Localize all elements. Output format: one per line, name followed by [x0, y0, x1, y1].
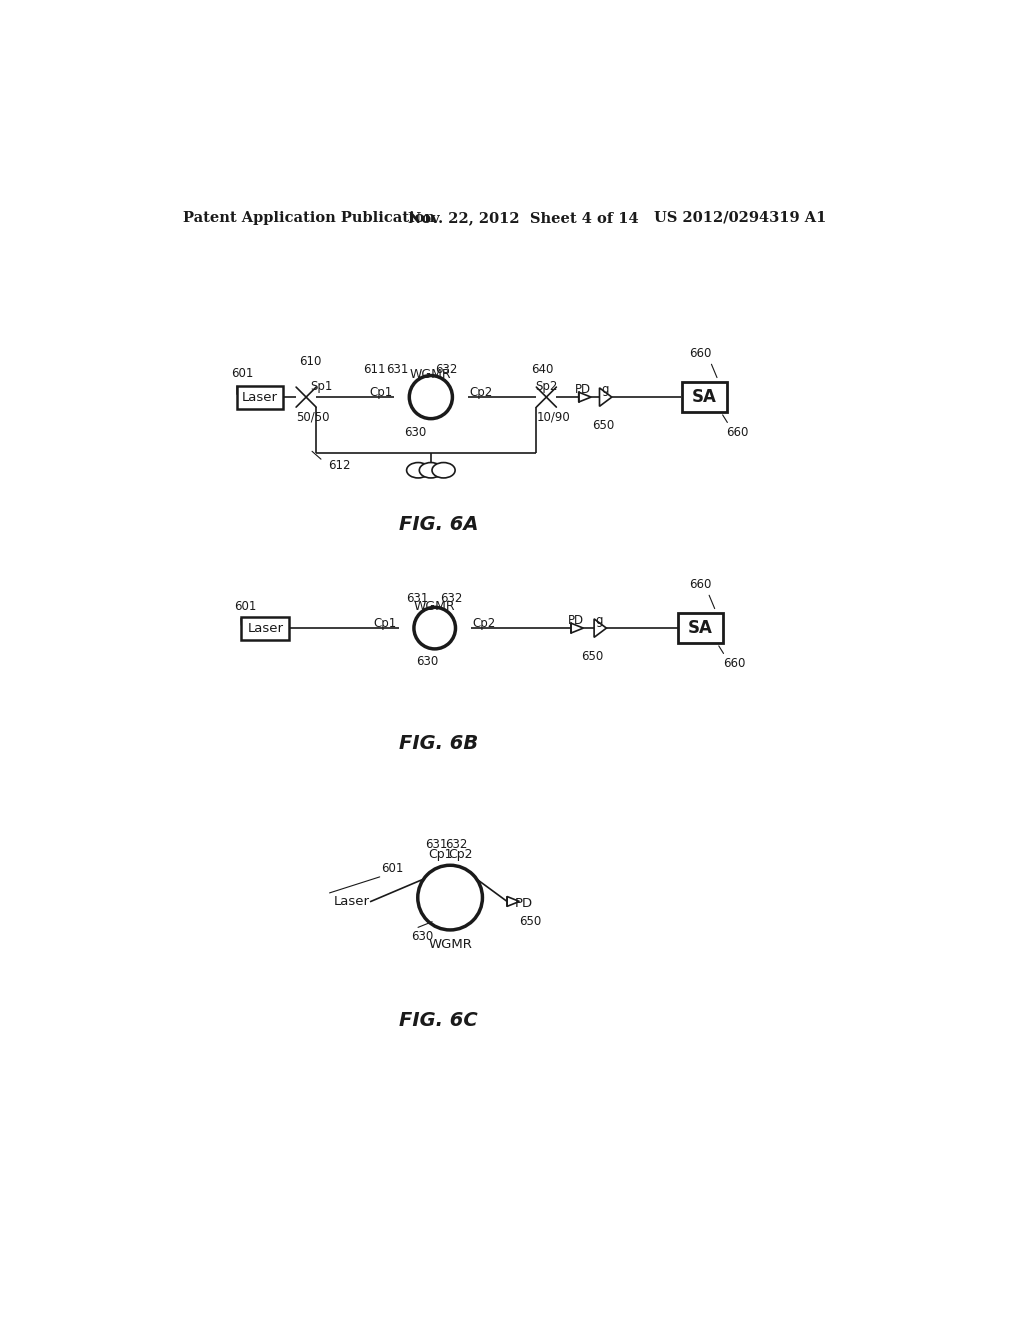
Text: 612: 612: [328, 459, 350, 473]
Bar: [678, 614, 723, 643]
Text: WGMR: WGMR: [410, 368, 452, 381]
Text: 631: 631: [407, 591, 429, 605]
Text: WGMR: WGMR: [428, 937, 472, 950]
Text: FIG. 6C: FIG. 6C: [399, 1011, 478, 1031]
Ellipse shape: [419, 462, 442, 478]
Text: 650: 650: [581, 649, 603, 663]
Polygon shape: [579, 392, 591, 403]
Text: Cp1: Cp1: [374, 618, 397, 631]
Circle shape: [410, 376, 453, 418]
Text: Patent Application Publication: Patent Application Publication: [183, 211, 435, 224]
Text: 50/50: 50/50: [296, 411, 330, 424]
Text: WGMR: WGMR: [414, 601, 456, 614]
Text: 10/90: 10/90: [537, 411, 570, 424]
Ellipse shape: [432, 462, 455, 478]
Polygon shape: [599, 388, 611, 407]
Text: 601: 601: [234, 599, 257, 612]
Text: 650: 650: [593, 418, 614, 432]
Text: 611: 611: [364, 363, 386, 376]
Text: 630: 630: [416, 655, 438, 668]
Circle shape: [414, 607, 456, 649]
Text: g: g: [596, 614, 603, 627]
Text: US 2012/0294319 A1: US 2012/0294319 A1: [654, 211, 826, 224]
Text: Cp2: Cp2: [472, 618, 496, 631]
Text: 630: 630: [404, 426, 427, 440]
Text: g: g: [601, 383, 608, 396]
Text: 650: 650: [519, 915, 542, 928]
Text: PD: PD: [575, 383, 592, 396]
Bar: [242, 616, 289, 640]
Text: 660: 660: [689, 347, 712, 360]
Text: Cp2: Cp2: [449, 847, 473, 861]
Text: 601: 601: [381, 862, 403, 875]
Text: 610: 610: [299, 355, 322, 368]
Text: 632: 632: [435, 363, 458, 376]
Polygon shape: [507, 896, 519, 907]
Text: 660: 660: [726, 426, 749, 440]
Text: Laser: Laser: [333, 895, 370, 908]
Text: SA: SA: [688, 619, 713, 638]
Text: Sp1: Sp1: [310, 380, 333, 393]
Ellipse shape: [407, 462, 430, 478]
Text: 660: 660: [689, 578, 712, 591]
Text: 632: 632: [440, 591, 463, 605]
Text: 631: 631: [425, 838, 447, 851]
Polygon shape: [594, 619, 606, 638]
Text: Cp1: Cp1: [369, 387, 392, 400]
Text: FIG. 6B: FIG. 6B: [399, 734, 478, 754]
Bar: [682, 383, 727, 412]
Text: PD: PD: [567, 614, 584, 627]
Text: PD: PD: [515, 898, 532, 911]
Text: 630: 630: [412, 929, 434, 942]
Text: 632: 632: [445, 838, 468, 851]
Text: FIG. 6A: FIG. 6A: [398, 515, 478, 533]
Text: Laser: Laser: [248, 622, 284, 635]
Text: Sp2: Sp2: [535, 380, 557, 393]
Text: SA: SA: [692, 388, 717, 407]
Text: 601: 601: [230, 367, 253, 380]
Text: 631: 631: [386, 363, 409, 376]
Polygon shape: [571, 623, 584, 634]
Bar: [237, 385, 283, 409]
Text: Cp1: Cp1: [429, 847, 453, 861]
Text: Laser: Laser: [242, 391, 278, 404]
Text: 660: 660: [724, 657, 745, 671]
Circle shape: [418, 866, 482, 929]
Text: Nov. 22, 2012  Sheet 4 of 14: Nov. 22, 2012 Sheet 4 of 14: [408, 211, 638, 224]
Text: Cp2: Cp2: [469, 387, 493, 400]
Text: 640: 640: [531, 363, 554, 376]
